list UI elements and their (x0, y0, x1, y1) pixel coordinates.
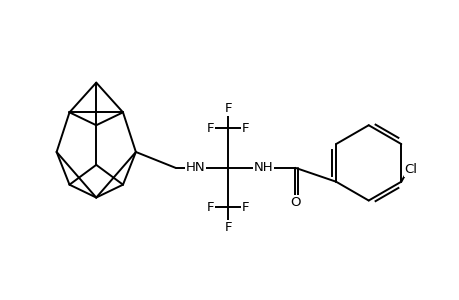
Text: F: F (224, 221, 231, 234)
Text: F: F (241, 122, 249, 135)
Text: F: F (206, 201, 213, 214)
Text: F: F (224, 102, 231, 115)
Text: Cl: Cl (404, 163, 417, 176)
Text: NH: NH (253, 161, 273, 174)
Text: HN: HN (185, 161, 205, 174)
Text: F: F (206, 122, 213, 135)
Text: F: F (241, 201, 249, 214)
Text: O: O (290, 196, 300, 209)
